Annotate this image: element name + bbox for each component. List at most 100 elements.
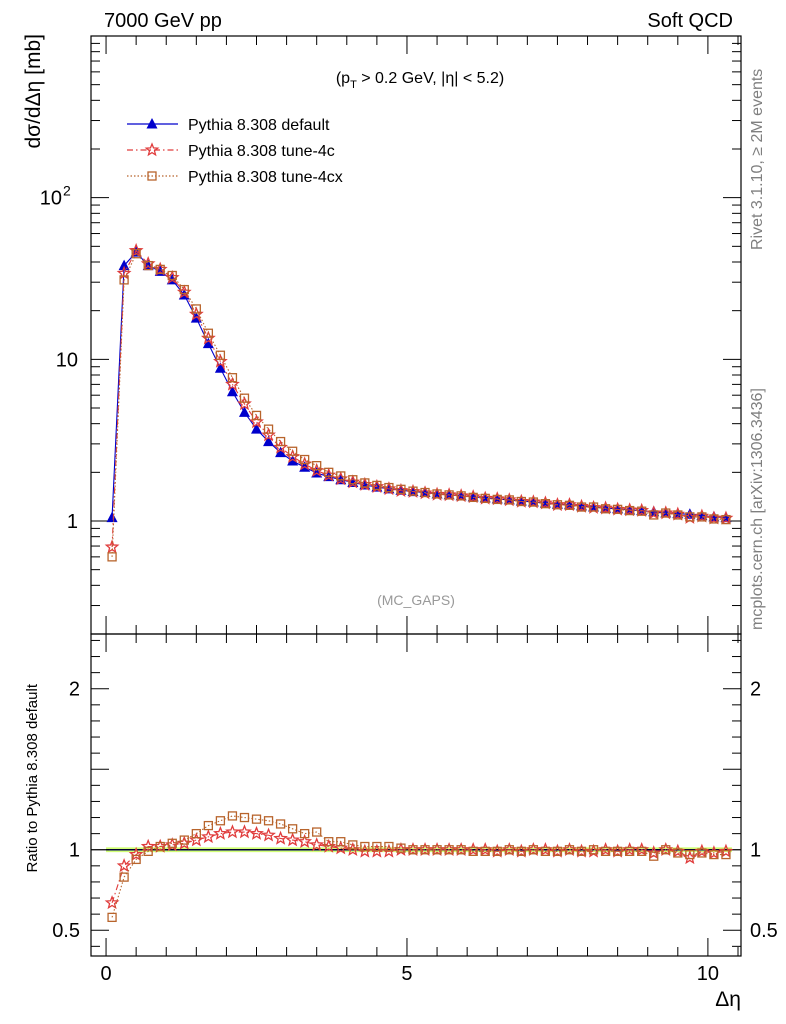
data-point-tune4cx <box>239 812 250 823</box>
data-point-tune4c <box>116 858 132 873</box>
data-point-tune4cx <box>649 851 659 861</box>
data-point-tune4cx <box>456 491 466 501</box>
data-point-tune4cx <box>673 848 683 858</box>
watermark-label: (MC_GAPS) <box>377 592 455 608</box>
data-point-tune4c <box>273 830 288 845</box>
data-point-tune4cx <box>420 487 430 498</box>
data-point-tune4cx <box>143 260 153 271</box>
data-point-tune4cx <box>167 270 177 281</box>
ratio-y-tick-label: 2 <box>69 679 80 701</box>
data-point-default <box>287 455 299 466</box>
series-line-tune4cx <box>111 252 726 557</box>
data-point-tune4cx <box>251 410 262 421</box>
data-point-tune4cx <box>588 845 599 855</box>
x-tick-label: 5 <box>401 963 412 985</box>
data-point-tune4cx <box>540 846 551 856</box>
data-point-tune4cx <box>685 512 695 522</box>
main-y-tick-label: 10 <box>56 349 78 371</box>
data-point-tune4cx <box>444 845 454 855</box>
data-point-tune4cx <box>552 846 563 856</box>
ratio-y-tick-label: 0.5 <box>52 920 80 942</box>
main-y-tick-label: 1 <box>67 511 78 533</box>
data-point-tune4cx <box>324 467 334 477</box>
data-point-tune4cx <box>444 490 454 500</box>
ratio-series <box>104 811 734 923</box>
data-point-tune4cx <box>528 845 539 855</box>
cut-label: (pT > 0.2 GeV, |η| < 5.2) <box>336 70 504 91</box>
data-point-tune4cx <box>637 506 647 516</box>
data-point-tune4cx <box>492 494 502 505</box>
ratio-y-tick-label: 1 <box>69 840 80 862</box>
data-point-tune4cx <box>625 846 635 856</box>
data-point-tune4cx <box>384 841 394 852</box>
ratio-panel-frame <box>90 633 742 957</box>
data-point-tune4c <box>237 824 252 839</box>
mcplots-reference-label: mcplots.cern.ch [arXiv:1306.3436] <box>749 388 766 630</box>
series-tune4cx <box>107 249 731 562</box>
data-point-tune4c <box>285 832 301 847</box>
ratio-y-tick-label-right: 0.5 <box>750 920 778 942</box>
data-point-tune4c <box>128 242 144 257</box>
data-point-tune4cx <box>552 500 563 510</box>
legend-label-default: Pythia 8.308 default <box>188 117 330 134</box>
data-point-tune4cx <box>360 841 370 852</box>
data-point-tune4cx <box>456 845 466 855</box>
legend-label-tune4c: Pythia 8.308 tune-4c <box>188 143 335 160</box>
data-point-tune4cx <box>107 912 117 923</box>
data-point-default <box>263 435 275 447</box>
data-point-tune4cx <box>697 848 707 858</box>
data-point-default <box>275 446 287 458</box>
data-point-tune4cx <box>275 819 286 829</box>
data-point-tune4cx <box>287 824 298 834</box>
data-point-tune4cx <box>612 846 623 856</box>
main-y-tick-label-exponent: 2 <box>63 183 71 199</box>
data-point-tune4cx <box>649 510 659 520</box>
data-point-tune4cx <box>215 350 226 360</box>
data-point-tune4cx <box>179 835 189 845</box>
data-point-tune4cx <box>432 489 442 499</box>
data-point-tune4cx <box>504 845 514 855</box>
ratio-y-axis-title: Ratio to Pythia 8.308 default <box>24 683 41 872</box>
data-point-tune4cx <box>504 495 514 505</box>
data-point-tune4cx <box>143 846 153 856</box>
legend-entry-tune4c: Pythia 8.308 tune-4c <box>127 142 335 160</box>
data-point-tune4cx <box>287 446 298 456</box>
ratio-y-tick-label-right: 2 <box>750 679 761 701</box>
data-point-tune4cx <box>625 505 635 516</box>
data-point-tune4cx <box>480 493 490 504</box>
header-right: Soft QCD <box>647 10 733 32</box>
data-point-tune4cx <box>709 514 719 524</box>
data-point-tune4cx <box>637 846 647 856</box>
data-point-tune4cx <box>612 504 623 515</box>
data-point-tune4cx <box>300 454 310 465</box>
data-point-default <box>251 423 263 434</box>
data-point-tune4cx <box>396 843 406 853</box>
data-point-tune4cx <box>179 284 189 295</box>
data-point-tune4cx <box>227 373 238 383</box>
data-point-default <box>202 337 214 349</box>
legend-marker-tune4cx <box>147 171 157 181</box>
main-y-axis-title: dσ/dΔη [mb] <box>22 34 45 149</box>
legend-entry-tune4cx: Pythia 8.308 tune-4cx <box>127 169 343 186</box>
data-point-tune4c <box>718 843 734 858</box>
data-point-tune4cx <box>119 872 129 882</box>
data-point-tune4cx <box>600 504 611 514</box>
data-point-tune4cx <box>191 304 201 314</box>
data-point-tune4cx <box>360 478 370 488</box>
data-point-tune4cx <box>697 512 707 522</box>
data-point-tune4cx <box>239 393 250 403</box>
legend-marker-tune4c <box>144 142 160 157</box>
data-point-tune4cx <box>107 552 117 562</box>
data-point-tune4cx <box>203 328 214 338</box>
data-point-tune4cx <box>312 460 322 471</box>
data-point-tune4cx <box>576 502 587 512</box>
data-point-tune4c <box>128 846 144 861</box>
data-point-tune4c <box>140 838 156 853</box>
data-point-tune4cx <box>588 502 599 512</box>
data-point-tune4cx <box>324 837 334 847</box>
x-axis-title: Δη <box>715 988 741 1011</box>
data-point-tune4cx <box>348 840 358 850</box>
